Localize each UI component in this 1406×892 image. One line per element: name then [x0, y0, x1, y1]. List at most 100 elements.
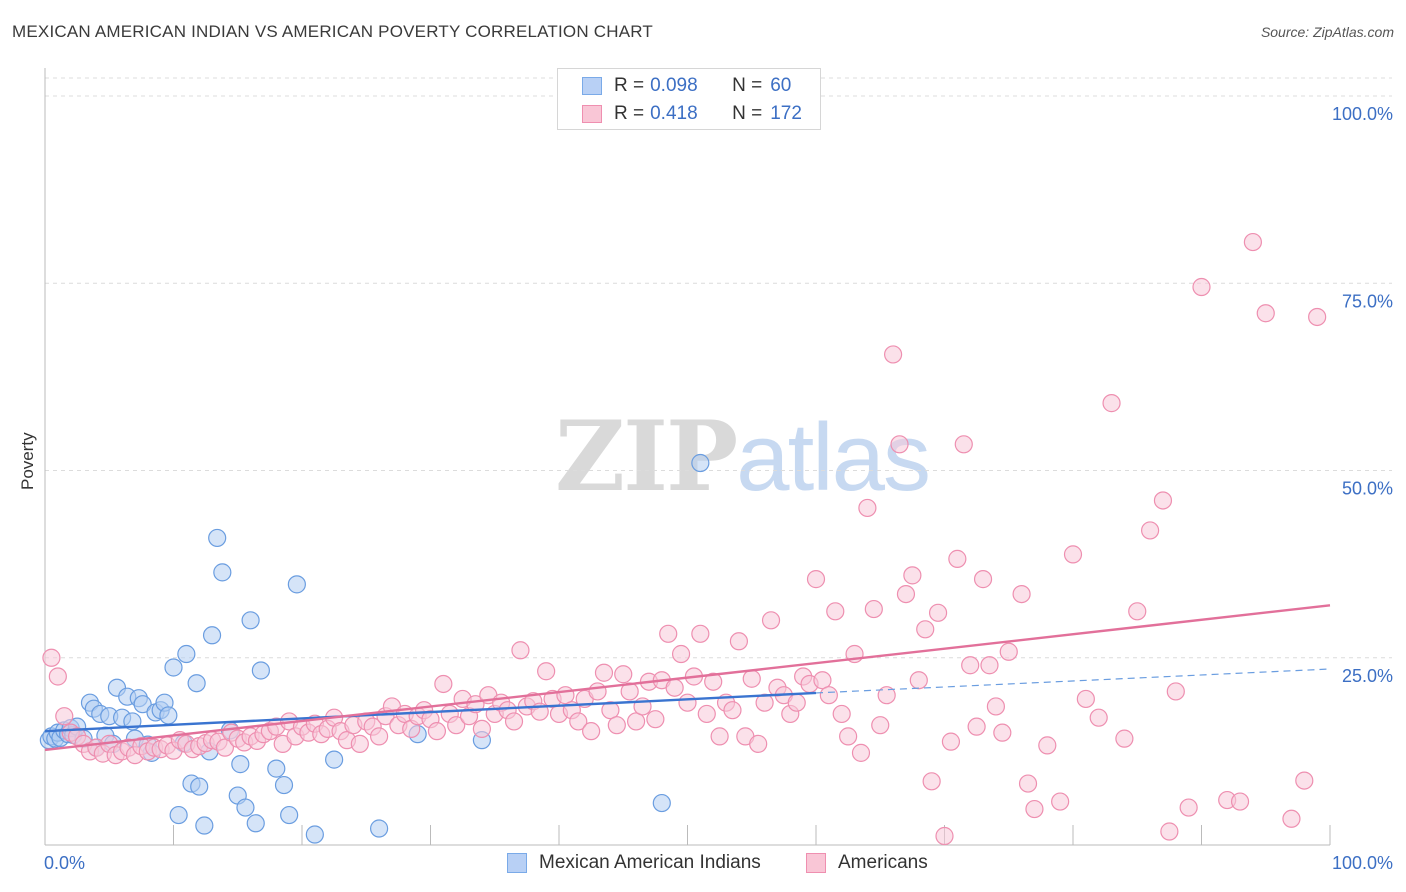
- source-label: Source: ZipAtlas.com: [1260, 24, 1394, 40]
- point-americans: [659, 624, 678, 643]
- point-mexican-american-indians: [652, 793, 671, 813]
- point-mexican-american-indians: [267, 759, 286, 778]
- trend-lines: [44, 604, 1331, 752]
- series-mexican-american-indians: [39, 453, 710, 844]
- legend-n-value: 172: [770, 103, 802, 124]
- point-americans: [806, 570, 826, 589]
- point-mexican-american-indians: [280, 805, 299, 825]
- point-americans: [55, 707, 74, 726]
- point-americans: [1140, 521, 1160, 540]
- point-americans: [697, 704, 716, 724]
- point-americans: [967, 717, 986, 736]
- point-americans: [980, 656, 999, 675]
- point-americans: [864, 599, 883, 619]
- y-tick-label: 25.0%: [1342, 666, 1393, 686]
- y-axis-label: Poverty: [18, 432, 37, 490]
- series-americans: [42, 232, 1327, 846]
- point-americans: [1025, 799, 1044, 819]
- bottom-legend-swatch-pink: [806, 853, 826, 873]
- point-americans: [883, 345, 903, 364]
- point-americans: [1256, 304, 1275, 323]
- bottom-legend-americans: Americans: [806, 852, 928, 874]
- bottom-legend-mexican-american-indians: Mexican American Indians: [507, 852, 761, 874]
- legend-swatch-pink: [582, 105, 602, 123]
- point-mexican-american-indians: [195, 816, 214, 835]
- bottom-legend-swatch-blue: [507, 853, 527, 873]
- point-mexican-american-indians: [691, 453, 710, 473]
- watermark: ZIPatlas: [555, 400, 931, 513]
- point-americans: [986, 697, 1006, 716]
- point-americans: [594, 663, 614, 682]
- bottom-legend-label: Mexican American Indians: [539, 852, 761, 873]
- point-americans: [973, 570, 993, 589]
- y-tick-label: 50.0%: [1342, 479, 1393, 499]
- point-mexican-american-indians: [159, 706, 178, 725]
- point-americans: [569, 712, 588, 731]
- point-mexican-american-indians: [236, 798, 255, 817]
- legend-swatch-blue: [582, 77, 602, 95]
- point-americans: [537, 662, 556, 681]
- point-americans: [755, 693, 774, 712]
- point-americans: [1243, 232, 1263, 252]
- grid-lines: [45, 77, 1392, 659]
- point-mexican-american-indians: [274, 775, 294, 795]
- point-americans: [729, 632, 749, 651]
- point-mexican-american-indians: [231, 755, 250, 774]
- point-americans: [511, 641, 530, 660]
- point-americans: [704, 672, 723, 691]
- legend-r-value: 0.098: [650, 75, 698, 96]
- point-americans: [472, 719, 491, 739]
- x-tick-label: 0.0%: [44, 853, 85, 873]
- point-americans: [858, 498, 877, 518]
- point-americans: [749, 734, 768, 753]
- legend-n-label: N =: [732, 103, 763, 124]
- trend-line-mexican-american-indians: [44, 691, 817, 733]
- point-americans: [1076, 689, 1095, 709]
- point-americans: [1063, 545, 1083, 564]
- point-americans: [948, 549, 967, 568]
- watermark-zip: ZIP: [555, 400, 738, 513]
- point-americans: [1038, 736, 1057, 755]
- point-americans: [1295, 771, 1314, 790]
- point-americans: [999, 642, 1018, 661]
- point-mexican-american-indians: [287, 575, 306, 594]
- point-mexican-american-indians: [177, 644, 196, 664]
- bottom-legend-label: Americans: [838, 852, 928, 873]
- point-americans: [851, 743, 871, 762]
- point-americans: [742, 669, 761, 688]
- legend-r-label: R =: [614, 75, 645, 96]
- point-americans: [607, 716, 626, 735]
- point-mexican-american-indians: [251, 661, 270, 680]
- point-americans: [928, 603, 948, 622]
- point-americans: [993, 723, 1012, 742]
- y-tick-label: 75.0%: [1342, 291, 1393, 311]
- correlation-legend: R = 0.098 N = 60 R = 0.418 N = 172: [557, 68, 821, 130]
- point-americans: [1102, 394, 1121, 413]
- point-mexican-american-indians: [370, 819, 389, 838]
- point-americans: [961, 656, 980, 675]
- point-americans: [1308, 307, 1327, 327]
- point-mexican-american-indians: [133, 695, 152, 714]
- point-americans: [813, 671, 832, 690]
- chart-title: MEXICAN AMERICAN INDIAN VS AMERICAN POVE…: [12, 22, 654, 41]
- point-americans: [890, 435, 909, 454]
- point-americans: [215, 738, 234, 757]
- point-americans: [582, 722, 601, 741]
- legend-r-value: 0.418: [650, 103, 698, 124]
- point-americans: [665, 678, 684, 697]
- point-americans: [723, 701, 742, 720]
- point-americans: [839, 727, 858, 746]
- point-americans: [787, 693, 806, 712]
- point-americans: [427, 722, 447, 741]
- point-americans: [826, 602, 845, 621]
- point-americans: [447, 716, 466, 735]
- point-mexican-american-indians: [213, 563, 232, 582]
- point-americans: [626, 712, 646, 731]
- point-americans: [871, 716, 890, 735]
- point-americans: [434, 674, 453, 694]
- watermark-atlas: atlas: [736, 404, 931, 511]
- point-mexican-american-indians: [202, 626, 222, 645]
- point-americans: [1166, 682, 1185, 701]
- point-americans: [1192, 277, 1211, 297]
